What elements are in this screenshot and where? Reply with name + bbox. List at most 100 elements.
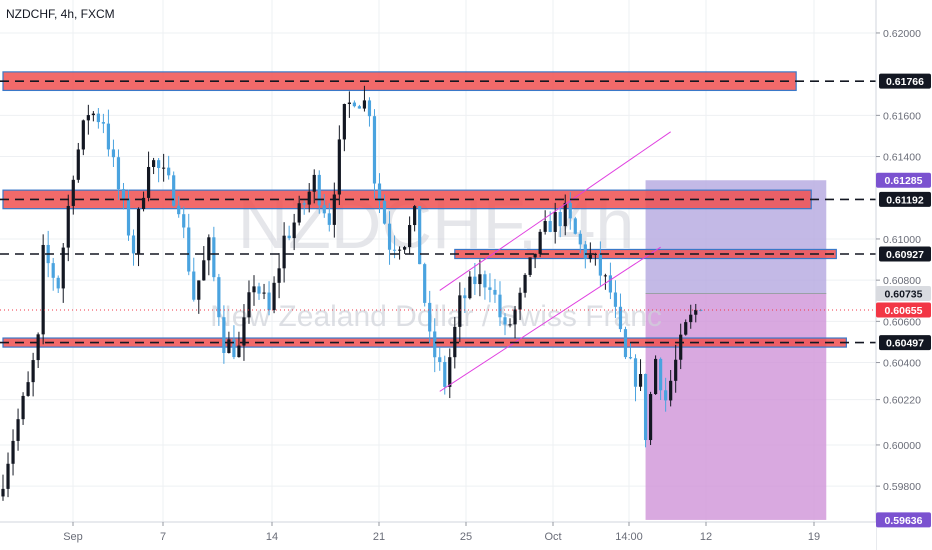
candle-body [257, 286, 261, 294]
candle-body [498, 294, 502, 318]
candle-body [252, 286, 256, 293]
candle-body [111, 149, 116, 158]
candle-body [292, 222, 296, 239]
price-tick-label: 0.61000 [883, 234, 921, 246]
candle-body [533, 253, 537, 258]
price-label-box [879, 335, 931, 351]
time-tick-label: Sep [63, 531, 83, 543]
candle-body [86, 115, 90, 121]
candle-body [342, 104, 346, 140]
channel-lower-line [439, 246, 661, 392]
candle-body [136, 209, 141, 254]
candle-body [603, 275, 607, 277]
candle-body [568, 202, 572, 219]
time-axis[interactable]: Sep 7 14 21 25 Oct 14:00 12 19 [0, 521, 876, 550]
candle-body [528, 257, 532, 275]
candle-body [247, 292, 251, 318]
candle-body [623, 329, 628, 358]
candle-body [659, 358, 663, 391]
candle-body [443, 361, 447, 387]
candle-body [21, 395, 25, 420]
candle-body [694, 309, 698, 315]
time-tick-label: 25 [460, 531, 472, 543]
candle-body [643, 374, 648, 441]
time-tick-label: 21 [373, 531, 385, 543]
candle-body [583, 244, 587, 259]
candle-body [322, 205, 326, 214]
candle-body [664, 390, 668, 401]
candle-body [297, 203, 301, 223]
candle-body [523, 274, 527, 293]
candle-body [593, 253, 597, 255]
candle-body [674, 359, 678, 381]
candle-body [106, 123, 111, 150]
channel-upper-line [439, 131, 671, 291]
price-label-box [879, 73, 931, 89]
candle-body [11, 440, 15, 464]
price-label: 0.60735 [885, 289, 923, 301]
candle-body [563, 202, 567, 227]
candle-body [76, 149, 80, 180]
candle-body [192, 271, 196, 300]
candle-body [81, 120, 85, 150]
price-tick-label: 0.62000 [883, 28, 921, 40]
price-label-box [876, 302, 931, 318]
candle-body [648, 394, 653, 441]
candle-body [413, 206, 417, 226]
candle-body [473, 276, 477, 285]
position-tool[interactable] [645, 180, 827, 520]
candle-body [438, 357, 442, 362]
price-tick-label: 0.59800 [883, 481, 921, 493]
candle-body [36, 334, 40, 361]
candle-body [91, 113, 95, 116]
candle-body [428, 302, 432, 332]
candle-body [217, 277, 221, 318]
candle-body [483, 274, 487, 288]
candle-body [157, 160, 161, 168]
candle-body [187, 227, 191, 272]
candle-body [302, 203, 306, 205]
candle-body [227, 339, 231, 354]
time-tick-label: 14:00 [615, 531, 643, 543]
candle-body [633, 358, 638, 387]
candle-body [392, 249, 397, 251]
candle-body [1, 488, 5, 497]
price-label: 0.60497 [886, 338, 924, 350]
candle-body [403, 247, 407, 250]
candle-body [317, 174, 321, 206]
candle-body [207, 237, 211, 261]
candle-body [618, 306, 623, 330]
candle-body [26, 382, 30, 396]
candle-body [488, 287, 492, 290]
candle-body [423, 264, 427, 303]
candle-body [613, 292, 618, 307]
candle-body [352, 102, 356, 107]
time-axis-bg [0, 522, 876, 550]
candle-body [367, 100, 372, 117]
price-label-box [879, 191, 931, 207]
candle-body [172, 175, 176, 206]
candle-body [553, 212, 557, 232]
candle-body [433, 331, 437, 358]
candle-body [121, 189, 126, 199]
candle-body [357, 106, 362, 109]
candle-body [146, 166, 151, 198]
price-label: 0.60655 [885, 305, 923, 317]
candle-body [162, 167, 166, 169]
candle-body [96, 113, 100, 123]
price-axis[interactable]: 0.62000 0.61600 0.61400 0.61000 0.60800 0.606… [875, 0, 932, 550]
candle-body [548, 221, 552, 232]
candle-body [167, 167, 171, 176]
price-label: 0.60927 [886, 249, 924, 261]
candle-body [538, 231, 542, 254]
candle-body [116, 157, 121, 190]
price-label-box [876, 286, 931, 302]
trend-channel[interactable] [439, 131, 671, 392]
candle-body [448, 357, 452, 387]
candle-body [282, 235, 286, 269]
candle-body [573, 218, 577, 234]
candle-body [689, 314, 693, 323]
candle-body [513, 309, 517, 325]
price-tick-label: 0.60800 [883, 275, 921, 287]
